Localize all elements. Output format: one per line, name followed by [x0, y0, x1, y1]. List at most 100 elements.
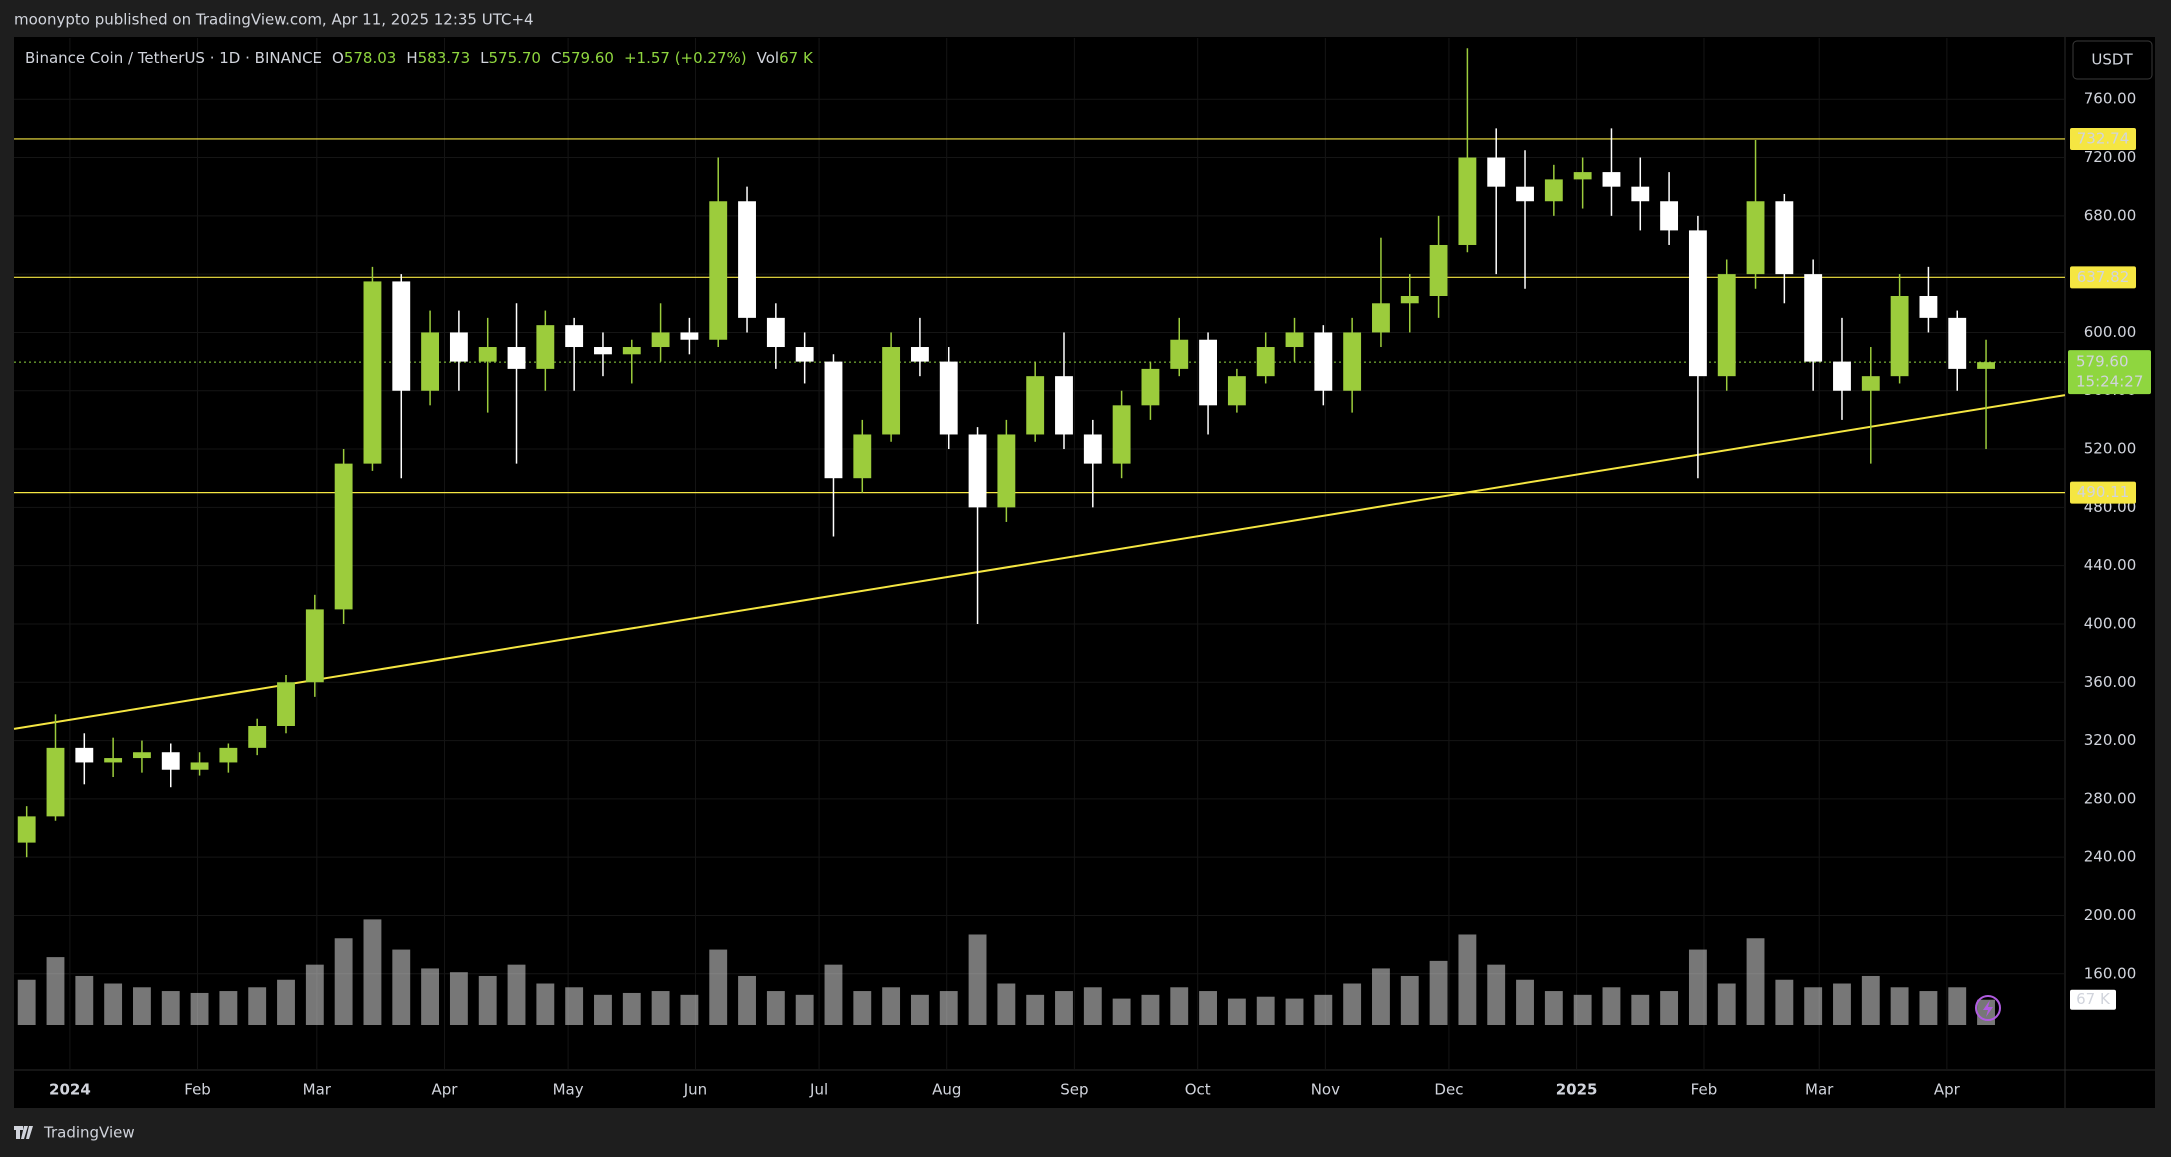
y-tick-label: 360.00	[2084, 673, 2137, 691]
volume-bar	[1890, 987, 1909, 1025]
volume-bar	[910, 994, 929, 1025]
volume-bar	[1688, 949, 1707, 1025]
candle-body	[1919, 296, 1938, 318]
candle-body	[910, 347, 929, 362]
x-tick-label: Jul	[809, 1081, 828, 1099]
volume-bar	[1948, 987, 1967, 1025]
candle-body	[1458, 157, 1477, 245]
candle-body	[1285, 332, 1304, 348]
volume-bar	[1227, 998, 1246, 1025]
volume-bar	[392, 949, 411, 1025]
volume-bar	[1833, 983, 1851, 1025]
candle-body	[1256, 347, 1275, 377]
volume-bar	[536, 983, 555, 1025]
volume-bar	[1919, 991, 1938, 1025]
volume-bar	[449, 972, 468, 1025]
candle-body	[1573, 172, 1592, 180]
candle-body	[1199, 339, 1217, 406]
y-tick-label: 160.00	[2084, 964, 2137, 982]
candle-body	[997, 434, 1016, 508]
x-tick-label: Apr	[432, 1081, 459, 1099]
x-tick-label: Dec	[1434, 1081, 1463, 1099]
y-tick-label: 760.00	[2084, 90, 2137, 108]
currency[interactable]: USDT	[2091, 51, 2133, 69]
alert-icon[interactable]	[1975, 995, 2001, 1021]
volume-bar	[738, 975, 756, 1025]
legend: Binance Coin / TetherUS · 1D · BINANCE O 5…	[25, 49, 814, 67]
candle-body	[709, 201, 728, 340]
change: +1.57 (+0.27%)	[624, 49, 747, 67]
candle-body	[46, 747, 65, 817]
volume-bar	[277, 979, 295, 1025]
volume-bar	[1516, 979, 1534, 1025]
candle-body	[824, 361, 843, 479]
brand: TradingView	[43, 1124, 135, 1142]
volume-bar	[1631, 994, 1650, 1025]
candle-body	[1804, 274, 1823, 362]
volume-bar	[766, 991, 785, 1025]
candle-body	[1746, 201, 1765, 275]
volume-bar	[46, 957, 65, 1025]
y-tick-label: 680.00	[2084, 206, 2137, 224]
y-tick-label: 720.00	[2084, 148, 2137, 166]
alert-bolt	[1983, 1000, 1993, 1017]
volume-bar	[939, 991, 958, 1025]
y-tick-label: 280.00	[2084, 789, 2137, 807]
x-tick-label: Mar	[1805, 1081, 1834, 1099]
candle-body	[1227, 376, 1246, 406]
ohlc-label: L	[480, 49, 489, 67]
candle-body	[133, 752, 151, 759]
x-tick-label: 2024	[49, 1081, 91, 1099]
y-tick-label: 520.00	[2084, 440, 2137, 458]
candle-body	[449, 332, 468, 362]
volume-bar	[1170, 987, 1189, 1025]
volume-bar	[133, 987, 151, 1025]
candle-body	[219, 747, 238, 763]
volume-bar	[1199, 991, 1217, 1025]
volume-bar	[1256, 996, 1275, 1025]
volume-legend-label: Vol	[757, 49, 779, 67]
candle-body	[680, 332, 699, 340]
candle-body	[421, 332, 440, 391]
y-tick-label: 240.00	[2084, 848, 2137, 866]
volume-bar	[594, 994, 612, 1025]
y-tick-label: 200.00	[2084, 906, 2137, 924]
volume-bar	[1775, 979, 1794, 1025]
level-label: 637.82	[2077, 268, 2130, 286]
volume-bar	[1372, 968, 1390, 1025]
candle-body	[1141, 368, 1160, 406]
volume-bar	[622, 992, 641, 1025]
candle-body	[1602, 172, 1621, 187]
currency-button[interactable]	[2072, 40, 2153, 80]
volume-bar	[1285, 998, 1304, 1025]
volume-tag-label: 67 K	[2076, 990, 2111, 1008]
last-price-label: 579.60	[2076, 353, 2129, 371]
x-tick-label: Feb	[1691, 1081, 1718, 1099]
symbol: Binance Coin / TetherUS · 1D · BINANCE	[25, 49, 322, 67]
candle-body	[651, 332, 670, 348]
candle-body	[1631, 186, 1650, 202]
x-tick-label: Nov	[1311, 1081, 1340, 1099]
x-tick-label: Feb	[184, 1081, 211, 1099]
volume-bar	[363, 919, 382, 1025]
volume-bar	[334, 938, 353, 1025]
ohlc-label: O	[332, 49, 344, 67]
volume-bar	[680, 994, 699, 1025]
volume-bar	[1717, 983, 1736, 1025]
volume-bar	[421, 968, 440, 1025]
x-tick-label: Apr	[1934, 1081, 1961, 1099]
candle-body	[161, 752, 180, 770]
candle-body	[75, 747, 94, 763]
candle-body	[1948, 317, 1967, 369]
candle-body	[392, 281, 411, 391]
volume-bar	[1660, 991, 1679, 1025]
candle-body	[1343, 332, 1362, 391]
volume-bar	[1055, 991, 1073, 1025]
volume-bar	[824, 964, 843, 1025]
ohlc-value: 575.70	[488, 49, 541, 67]
y-tick-label: 400.00	[2084, 614, 2137, 632]
volume-bar	[104, 983, 123, 1025]
volume-tag	[2070, 989, 2116, 1010]
volume-bar	[1400, 975, 1419, 1025]
